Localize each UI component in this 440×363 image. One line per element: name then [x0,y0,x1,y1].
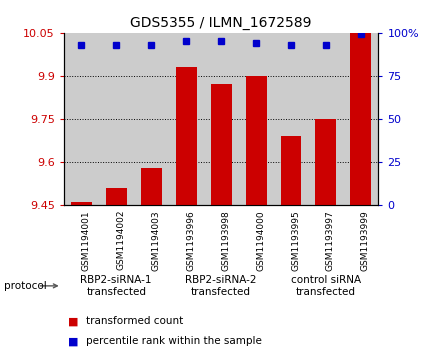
Text: GSM1194003: GSM1194003 [151,210,160,270]
Text: percentile rank within the sample: percentile rank within the sample [86,336,262,346]
Bar [141,168,161,205]
Text: GSM1194000: GSM1194000 [256,210,265,270]
Text: GSM1194001: GSM1194001 [81,210,90,270]
Bar [238,33,274,205]
Title: GDS5355 / ILMN_1672589: GDS5355 / ILMN_1672589 [130,16,312,30]
Bar [344,33,378,205]
Bar [106,188,127,205]
Text: GSM1193996: GSM1193996 [186,210,195,271]
Text: ■: ■ [68,336,79,346]
Text: protocol: protocol [4,281,47,291]
Bar [71,202,92,205]
Text: transformed count: transformed count [86,316,183,326]
Text: control siRNA
transfected: control siRNA transfected [291,275,361,297]
Bar [274,33,308,205]
Bar [315,119,337,205]
Text: RBP2-siRNA-2
transfected: RBP2-siRNA-2 transfected [185,275,257,297]
Text: GSM1194002: GSM1194002 [116,210,125,270]
Bar [169,33,204,205]
Bar [350,33,371,205]
Bar [211,84,231,205]
Bar [64,33,99,205]
Text: ■: ■ [68,316,79,326]
Text: GSM1193997: GSM1193997 [326,210,335,271]
Text: GSM1193998: GSM1193998 [221,210,230,271]
Bar [308,33,344,205]
Text: RBP2-siRNA-1
transfected: RBP2-siRNA-1 transfected [81,275,152,297]
Bar [204,33,238,205]
Text: GSM1193999: GSM1193999 [361,210,370,271]
Bar [134,33,169,205]
Bar [281,136,301,205]
Bar [246,76,267,205]
Text: GSM1193995: GSM1193995 [291,210,300,271]
Bar [99,33,134,205]
Bar [176,67,197,205]
